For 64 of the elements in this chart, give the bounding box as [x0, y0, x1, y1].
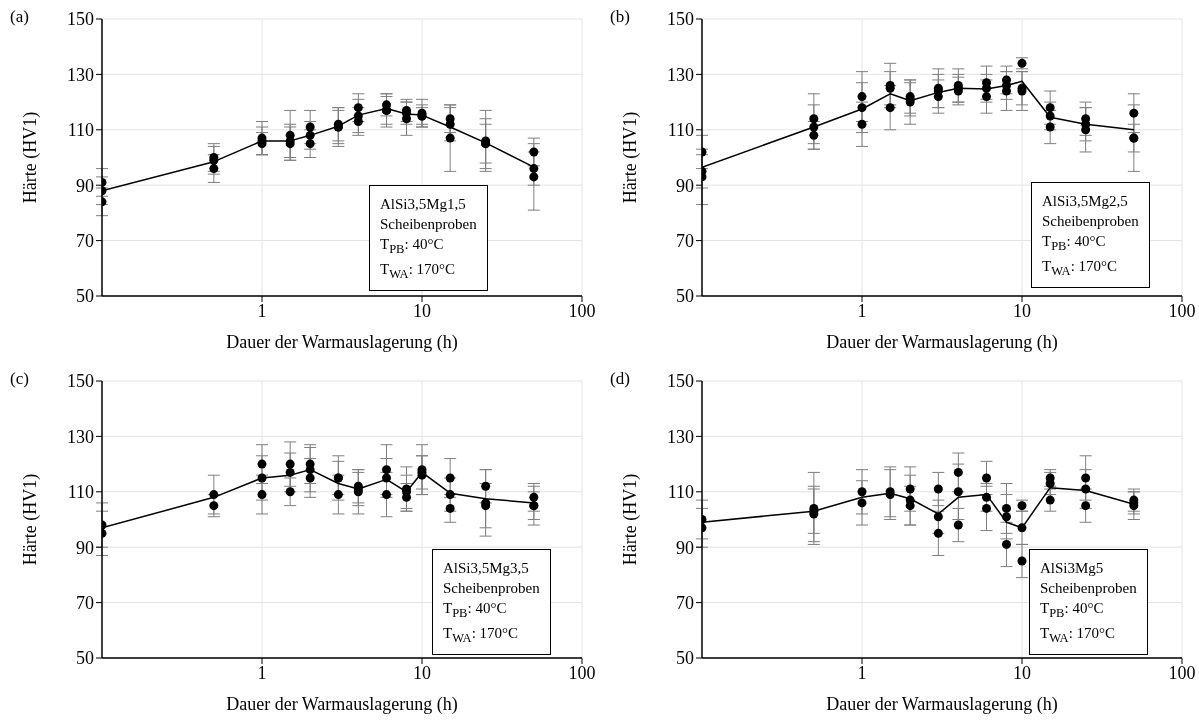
chart-title: (d) [610, 369, 630, 389]
x-tick-label: 1 [257, 300, 267, 321]
x-tick-label: 1 [257, 662, 267, 683]
y-tick-label: 110 [67, 482, 94, 503]
annotation: T$_{WA}$: 170°C [443, 624, 520, 647]
x-tick-label: 100 [1168, 662, 1196, 683]
y-tick-label: 150 [667, 371, 694, 392]
annotation: T$_{PB}$: 40°C [1040, 599, 1105, 622]
y-tick-label: 70 [676, 230, 694, 251]
x-tick-label: 100 [568, 300, 596, 321]
y-axis-title: Härte (HV1) [620, 111, 642, 204]
x-axis-title: Dauer der Warmauslagerung (h) [826, 332, 1058, 353]
x-tick-label: 100 [568, 662, 596, 683]
y-tick-label: 110 [67, 120, 94, 141]
y-tick-label: 70 [76, 592, 94, 613]
annotation: T$_{PB}$: 40°C [1042, 232, 1107, 255]
x-tick-label: 10 [1013, 300, 1031, 321]
x-tick-label: 1 [857, 300, 867, 321]
y-tick-label: 50 [76, 286, 94, 307]
chart-title: (c) [10, 369, 29, 389]
x-axis-title: Dauer der Warmauslagerung (h) [826, 694, 1058, 715]
annotation: Scheibenproben [380, 215, 477, 234]
y-tick-label: 50 [676, 648, 694, 669]
y-tick-label: 50 [676, 286, 694, 307]
x-tick-label: 1 [857, 662, 867, 683]
annotation: Scheibenproben [443, 579, 540, 598]
x-axis-title: Dauer der Warmauslagerung (h) [226, 694, 458, 715]
y-tick-label: 150 [667, 9, 694, 30]
chart-title: (a) [10, 7, 29, 27]
annotation: T$_{PB}$: 40°C [443, 599, 508, 622]
y-tick-label: 150 [67, 9, 94, 30]
x-tick-label: 10 [1013, 662, 1031, 683]
y-tick-label: 70 [76, 230, 94, 251]
x-tick-label: 100 [1168, 300, 1196, 321]
y-tick-label: 130 [67, 426, 94, 447]
chart-title: (b) [610, 7, 630, 27]
y-tick-label: 130 [67, 64, 94, 85]
y-axis-title: Härte (HV1) [620, 473, 642, 566]
annotation: T$_{WA}$: 170°C [380, 260, 457, 283]
y-tick-label: 110 [667, 482, 694, 503]
y-tick-label: 130 [667, 64, 694, 85]
x-tick-label: 10 [413, 300, 431, 321]
x-axis-title: Dauer der Warmauslagerung (h) [226, 332, 458, 353]
annotation: T$_{PB}$: 40°C [380, 235, 445, 258]
annotation: AlSi3,5Mg1,5 [380, 195, 467, 214]
annotation: AlSi3Mg5 [1040, 559, 1105, 578]
annotation: AlSi3,5Mg3,5 [443, 559, 530, 578]
x-tick-label: 10 [413, 662, 431, 683]
annotation: AlSi3,5Mg2,5 [1042, 192, 1129, 211]
y-tick-label: 90 [76, 537, 94, 558]
annotation: Scheibenproben [1042, 212, 1139, 231]
y-tick-label: 90 [76, 175, 94, 196]
y-tick-label: 130 [667, 426, 694, 447]
annotation: Scheibenproben [1040, 579, 1137, 598]
y-axis-title: Härte (HV1) [20, 111, 42, 204]
y-tick-label: 150 [67, 371, 94, 392]
annotation: T$_{WA}$: 170°C [1040, 624, 1117, 647]
y-tick-label: 70 [676, 592, 694, 613]
y-axis-title: Härte (HV1) [20, 473, 42, 566]
y-tick-label: 110 [667, 120, 694, 141]
annotation: T$_{WA}$: 170°C [1042, 257, 1119, 280]
y-tick-label: 90 [676, 175, 694, 196]
y-tick-label: 90 [676, 537, 694, 558]
y-tick-label: 50 [76, 648, 94, 669]
